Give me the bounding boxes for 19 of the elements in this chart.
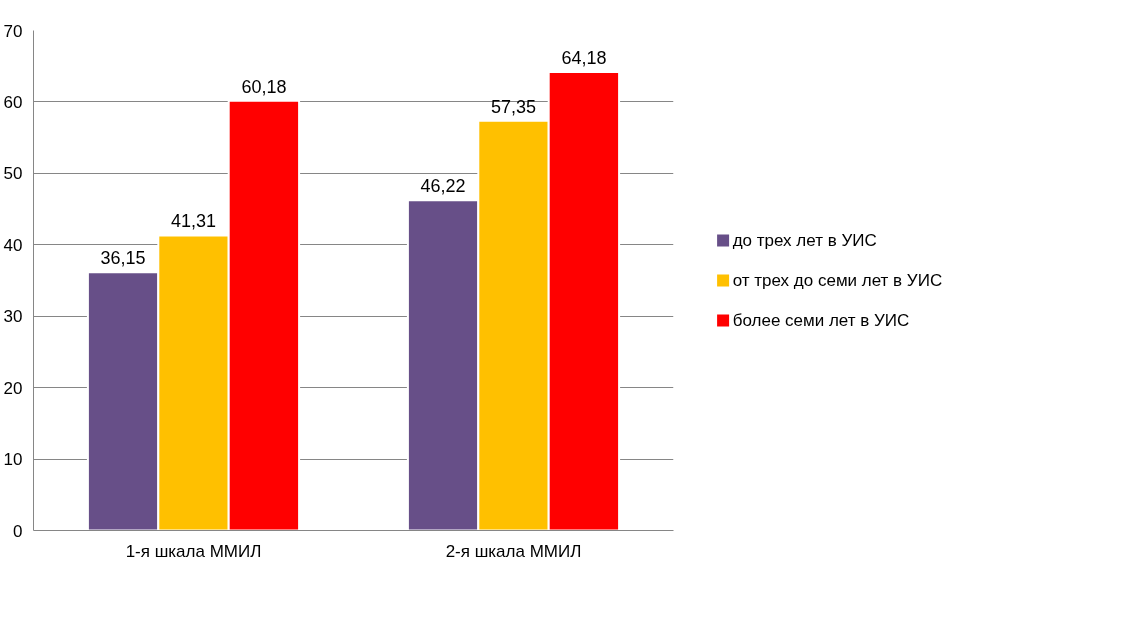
legend-label: более семи лет в УИС (732, 311, 910, 330)
y-tick-label: 20 (3, 378, 23, 398)
data-label: 41,31 (170, 211, 217, 232)
data-label: 64,18 (561, 48, 607, 69)
y-tick-label: 50 (3, 164, 23, 184)
data-label: 36,15 (100, 248, 146, 269)
y-tick-label: 30 (3, 307, 23, 327)
y-tick-label: 60 (3, 92, 23, 112)
data-label: 46,22 (420, 176, 466, 197)
y-tick-label: 10 (3, 450, 23, 470)
y-tick-label: 70 (3, 21, 23, 41)
x-tick-label: 1-я шкала ММИЛ (125, 541, 262, 561)
x-tick-label: 2-я шкала ММИЛ (445, 541, 582, 561)
legend-label: до трех лет в УИС (732, 231, 877, 250)
y-tick-label: 0 (13, 521, 23, 541)
data-label: 60,18 (241, 76, 287, 97)
data-label: 57,35 (490, 96, 537, 117)
legend-label: от трех до семи лет в УИС (732, 271, 943, 290)
y-tick-label: 40 (3, 235, 23, 255)
